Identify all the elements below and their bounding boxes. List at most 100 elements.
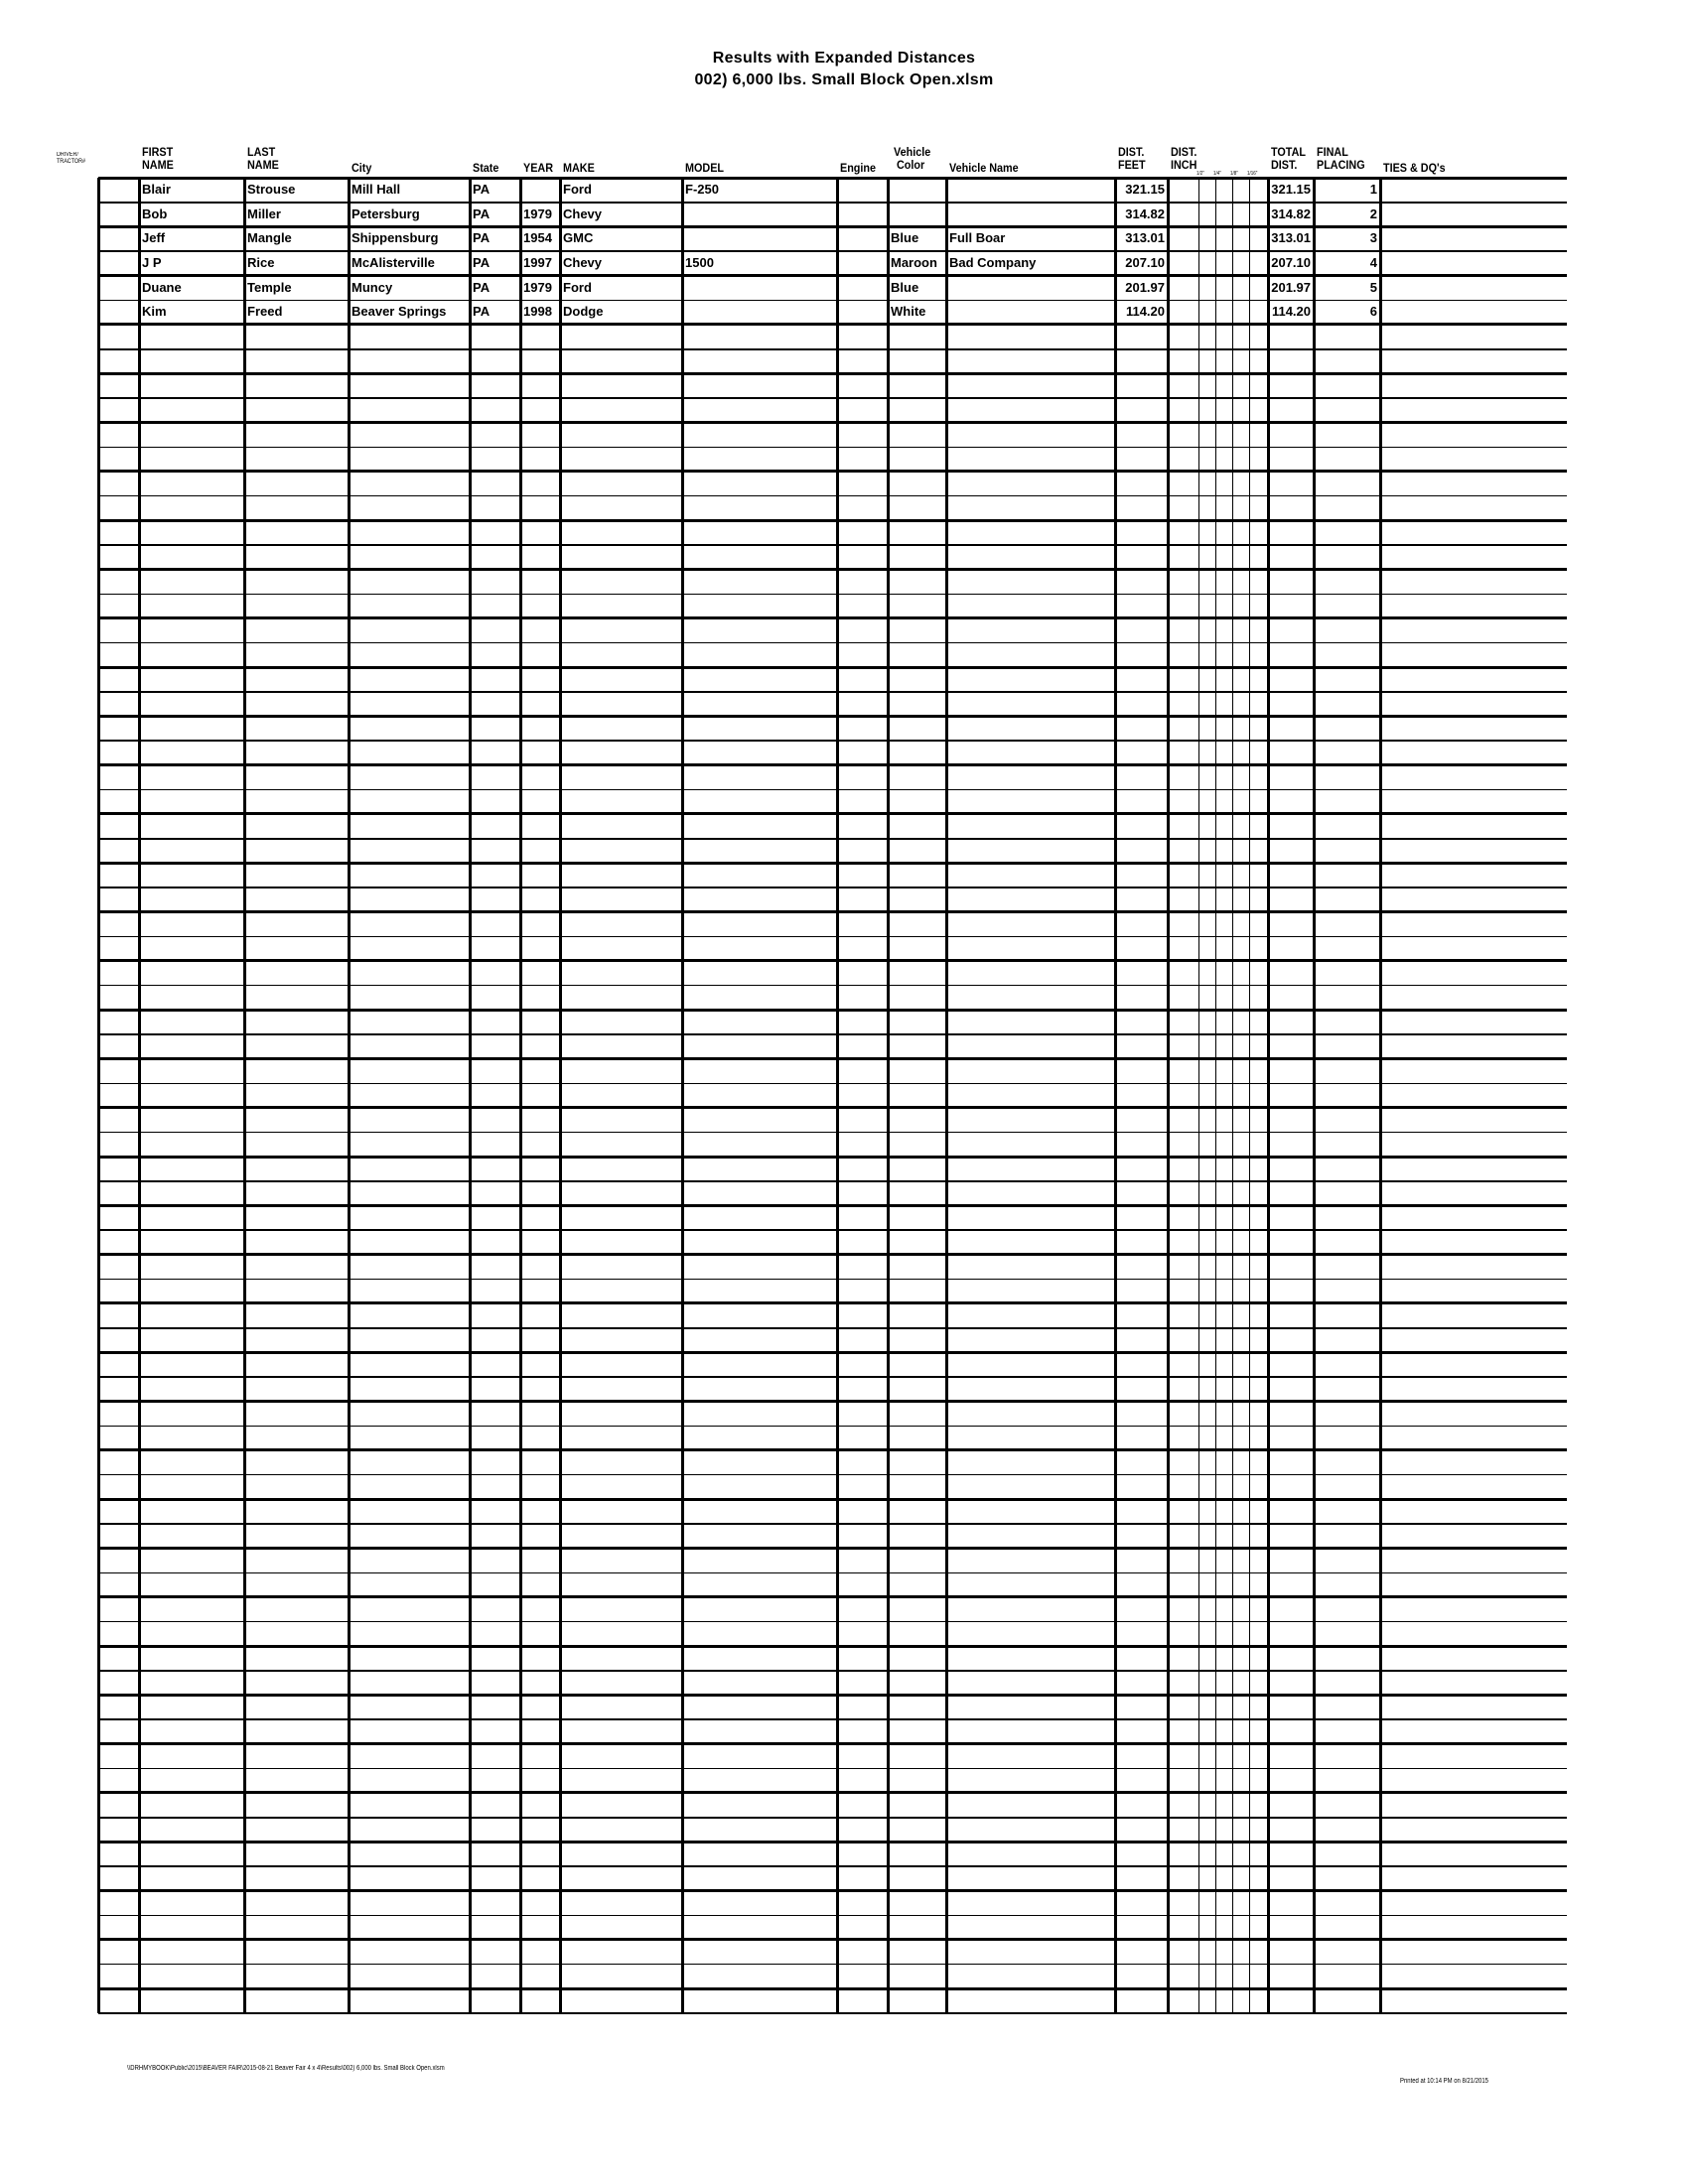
row-divider xyxy=(98,1376,1567,1378)
row-divider xyxy=(98,1742,1567,1746)
column-divider xyxy=(1232,178,1233,2013)
cell-feet: 313.01 xyxy=(1125,230,1165,246)
cell-make: Ford xyxy=(563,182,592,197)
column-header-feet: DIST. FEET xyxy=(1118,145,1146,172)
file-path: \\DRHMYBOOK\Public\2015\BEAVER FAIR\2015… xyxy=(127,2065,445,2072)
cell-last: Mangle xyxy=(247,230,292,246)
row-divider xyxy=(98,1033,1567,1035)
column-header-placing: FINAL PLACING xyxy=(1317,145,1365,172)
empty-row xyxy=(98,1891,1567,1916)
cell-first: Duane xyxy=(142,279,182,295)
cell-last: Miller xyxy=(247,205,281,221)
cell-model: F-250 xyxy=(685,182,719,197)
column-header-total: TOTAL DIST. xyxy=(1271,145,1307,172)
page-subtitle: 002) 6,000 lbs. Small Block Open.xlsm xyxy=(694,71,994,88)
cell-city: Beaver Springs xyxy=(352,304,447,320)
empty-row xyxy=(98,985,1567,1010)
row-divider xyxy=(98,1008,1567,1012)
row-divider xyxy=(98,1914,1567,1917)
empty-row xyxy=(98,741,1567,765)
row-divider xyxy=(98,250,1567,252)
row-divider xyxy=(98,714,1567,718)
empty-row xyxy=(98,1108,1567,1133)
row-divider xyxy=(98,691,1567,693)
column-divider xyxy=(1313,178,1316,2013)
cell-year: 1998 xyxy=(523,304,552,320)
row-divider xyxy=(98,470,1567,474)
cell-engine xyxy=(837,276,888,301)
row-divider xyxy=(98,740,1567,742)
empty-row xyxy=(98,325,1567,349)
row-divider xyxy=(98,567,1567,571)
empty-row xyxy=(98,1621,1567,1646)
cell-state: PA xyxy=(473,205,491,221)
row-divider xyxy=(98,1056,1567,1060)
cell-vname xyxy=(946,203,1115,227)
column-divider xyxy=(243,178,246,2013)
empty-row xyxy=(98,1010,1567,1034)
empty-row xyxy=(98,1915,1567,1940)
row-divider xyxy=(98,274,1567,278)
cell-vname xyxy=(946,300,1115,325)
cell-city: McAlisterville xyxy=(352,254,435,270)
cell-model xyxy=(682,276,837,301)
row-divider xyxy=(98,910,1567,913)
cell-feet: 201.97 xyxy=(1125,279,1165,295)
cell-state: PA xyxy=(473,230,491,246)
row-divider xyxy=(98,1473,1567,1476)
cell-placing: 4 xyxy=(1369,254,1377,270)
cell-color xyxy=(888,203,946,227)
empty-row xyxy=(98,1181,1567,1206)
table-row: Bob Miller Petersburg PA 1979 Chevy 314.82 314.… xyxy=(98,203,1567,227)
row-divider xyxy=(98,1278,1567,1281)
empty-row xyxy=(98,1671,1567,1696)
empty-row xyxy=(98,569,1567,594)
cell-placing: 1 xyxy=(1369,182,1377,197)
column-header-state: State xyxy=(473,161,499,175)
empty-row xyxy=(98,667,1567,692)
column-divider xyxy=(1249,178,1250,2013)
empty-row xyxy=(98,642,1567,667)
row-divider xyxy=(98,1644,1567,1648)
empty-row xyxy=(98,1866,1567,1891)
empty-row xyxy=(98,863,1567,887)
row-divider xyxy=(98,494,1567,497)
row-divider xyxy=(98,935,1567,938)
column-header-color: Vehicle Color xyxy=(894,145,931,172)
empty-row xyxy=(98,1572,1567,1597)
empty-row xyxy=(98,1377,1567,1402)
cell-first: Jeff xyxy=(142,230,166,246)
row-divider xyxy=(98,2012,1567,2014)
row-divider xyxy=(98,812,1567,816)
row-divider xyxy=(98,1523,1567,1525)
column-header-inch: DIST. INCH xyxy=(1171,145,1197,172)
cell-make: Ford xyxy=(563,279,592,295)
row-divider xyxy=(98,348,1567,350)
row-divider xyxy=(98,299,1567,302)
cell-city: Mill Hall xyxy=(352,182,401,197)
cell-make: GMC xyxy=(563,230,594,246)
row-divider xyxy=(98,323,1567,327)
row-divider xyxy=(98,1400,1567,1403)
cell-engine xyxy=(837,226,888,251)
cell-first: Blair xyxy=(142,182,171,197)
column-divider xyxy=(469,178,472,2013)
column-header-last: LAST NAME xyxy=(247,145,279,172)
row-divider xyxy=(98,641,1567,644)
row-divider xyxy=(98,788,1567,791)
row-divider xyxy=(98,593,1567,596)
column-divider xyxy=(1379,178,1382,2013)
cell-model xyxy=(682,226,837,251)
cell-first: Bob xyxy=(142,205,168,221)
empty-row xyxy=(98,1132,1567,1157)
empty-row xyxy=(98,1034,1567,1059)
column-divider xyxy=(945,178,948,2013)
empty-row xyxy=(98,961,1567,986)
cell-vname: Full Boar xyxy=(949,230,1006,246)
column-header-ties: TIES & DQ's xyxy=(1383,161,1446,175)
row-divider xyxy=(98,1546,1567,1550)
column-header-vname: Vehicle Name xyxy=(949,161,1019,175)
cell-total: 321.15 xyxy=(1271,182,1311,197)
cell-year: 1979 xyxy=(523,205,552,221)
